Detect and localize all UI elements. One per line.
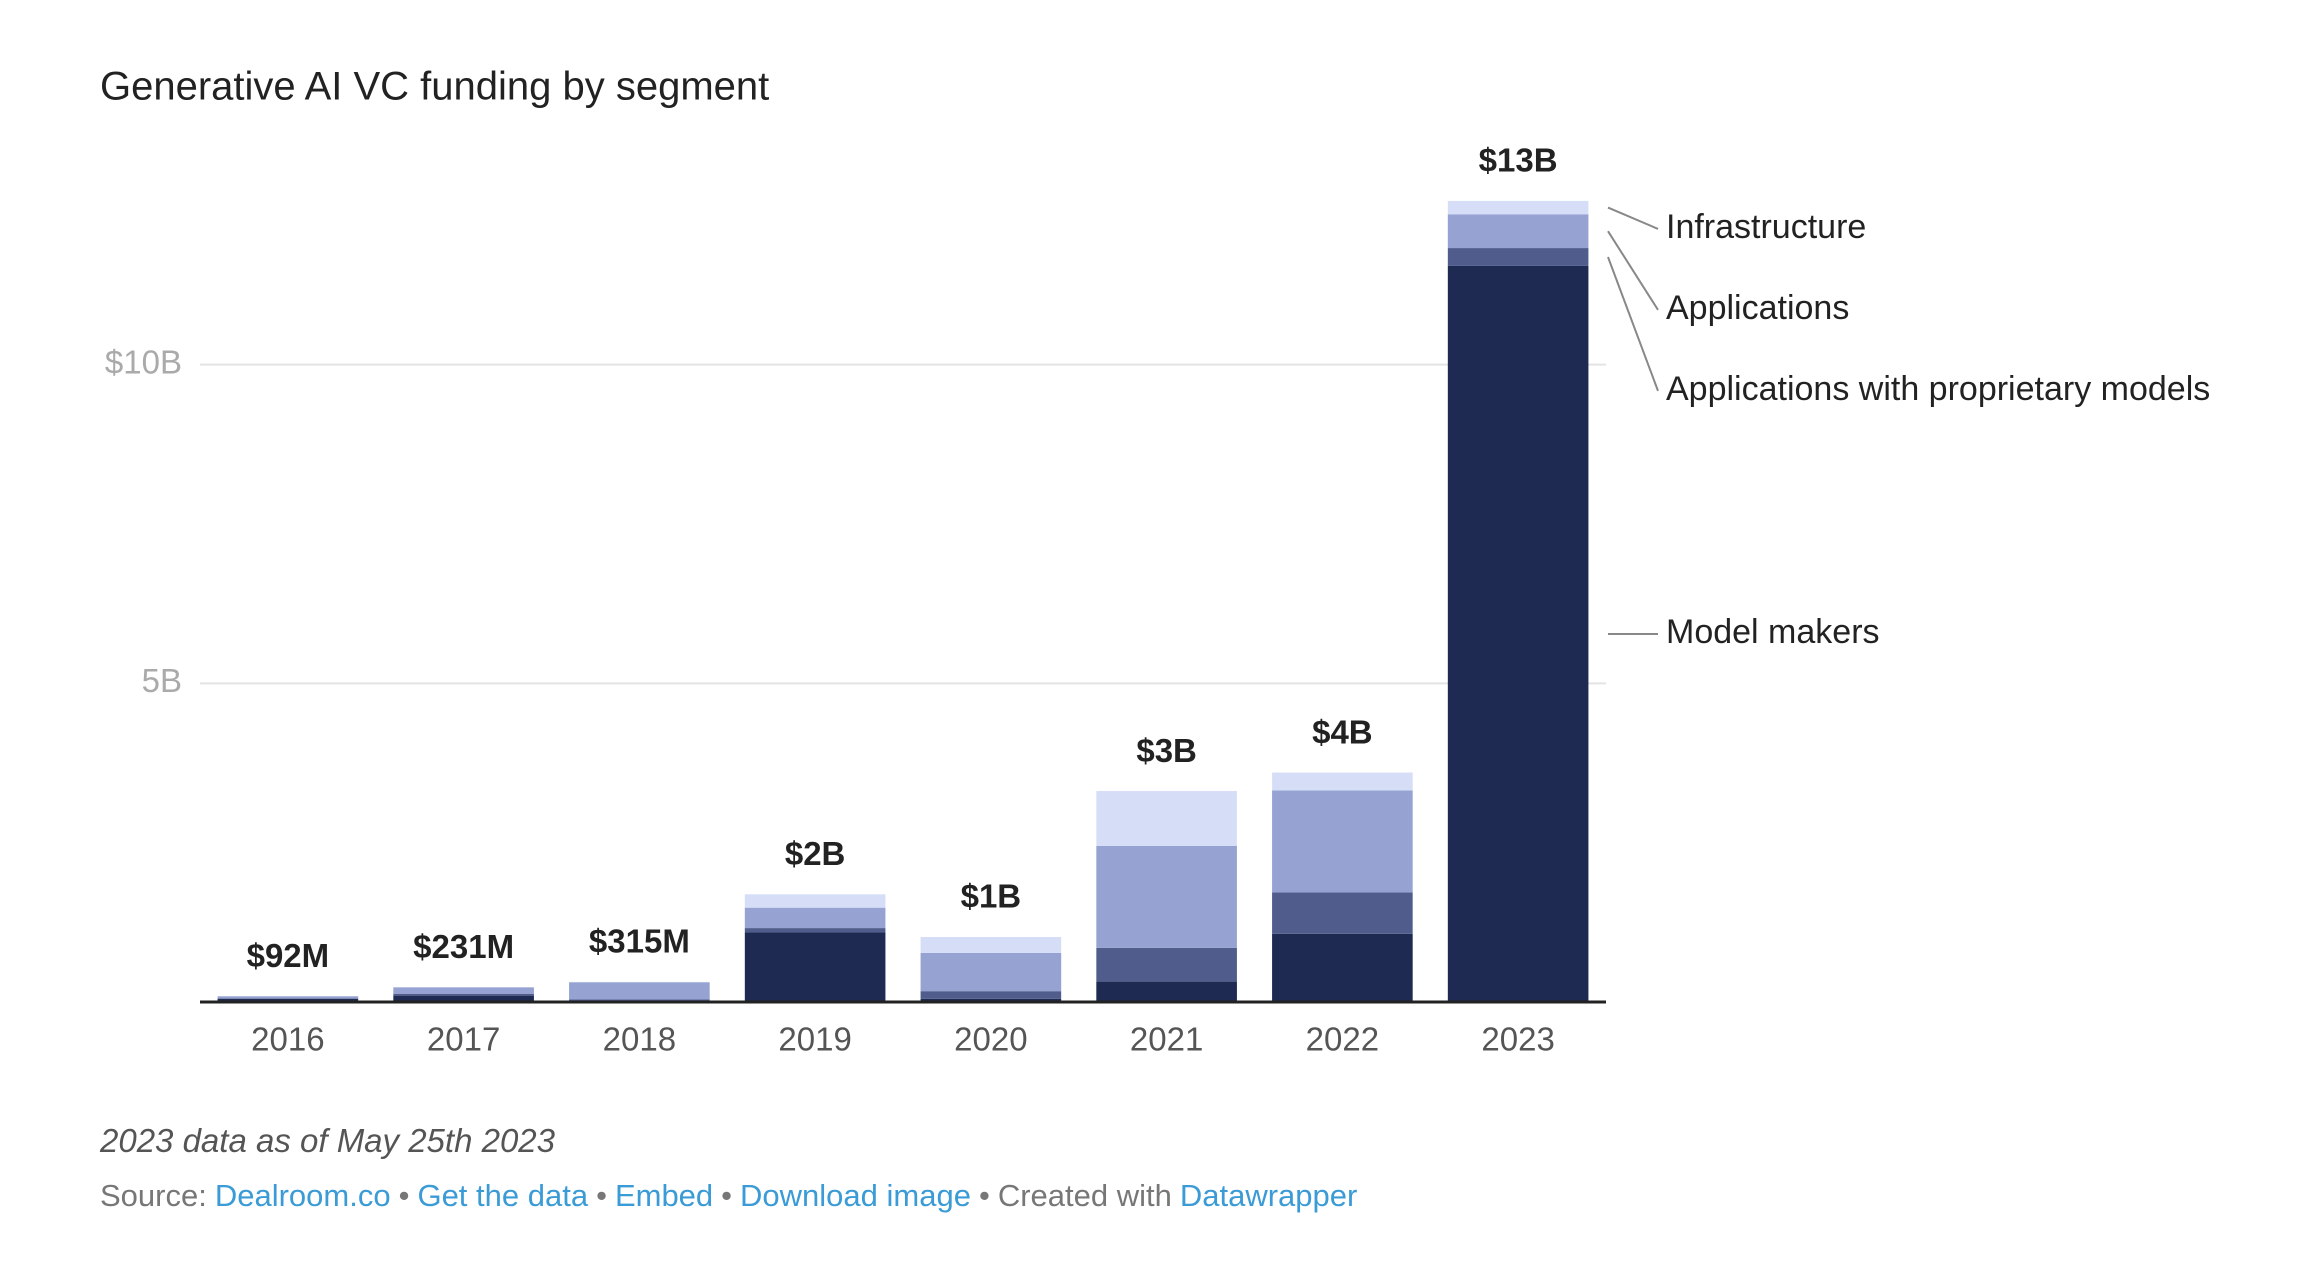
bar-segment xyxy=(920,991,1062,999)
total-label: $1B xyxy=(961,878,1022,915)
bar-segment xyxy=(920,998,1062,1002)
x-tick-label: 2020 xyxy=(954,1021,1027,1058)
chart: Generative AI VC funding by segment 5B $1… xyxy=(100,65,2210,1058)
separator: • xyxy=(596,1178,607,1213)
tool-link[interactable]: Datawrapper xyxy=(1179,1178,1358,1213)
bar-segment xyxy=(920,952,1062,992)
bar-segment xyxy=(744,894,886,908)
legend-label: Infrastructure xyxy=(1666,208,1866,246)
bar-segment xyxy=(1096,791,1237,846)
bar-segment xyxy=(1272,933,1413,1002)
bar-segment xyxy=(217,996,359,999)
legend-connector xyxy=(1607,206,1659,230)
total-label: $4B xyxy=(1312,713,1373,750)
legend-label: Applications with proprietary models xyxy=(1666,370,2210,408)
total-label: $2B xyxy=(785,835,846,872)
legend-label: Model makers xyxy=(1666,613,1880,651)
bar-segment xyxy=(1447,214,1589,249)
total-label: $13B xyxy=(1479,142,1558,179)
bar-segment xyxy=(217,998,359,999)
separator: • xyxy=(398,1178,410,1213)
source-label: Source: xyxy=(100,1178,207,1213)
bar-segment xyxy=(744,907,886,929)
x-tick-label: 2022 xyxy=(1306,1021,1379,1058)
y-tick-label: $10B xyxy=(105,343,182,380)
chart-title: Generative AI VC funding by segment xyxy=(100,65,769,109)
total-label: $92M xyxy=(247,937,330,974)
bar-segment xyxy=(393,993,534,996)
x-tick-label: 2018 xyxy=(603,1021,676,1058)
x-tick-label: 2017 xyxy=(427,1021,500,1058)
created-with: Created with xyxy=(997,1178,1172,1213)
total-label: $231M xyxy=(413,928,514,965)
x-tick-label: 2021 xyxy=(1130,1021,1203,1058)
bar-segment xyxy=(1272,892,1413,934)
x-tick-label: 2016 xyxy=(251,1021,324,1058)
bar-segment xyxy=(1272,790,1413,893)
bar-segment xyxy=(1096,981,1237,1002)
footer: Source: Dealroom.co • Get the data • Embed • Do… xyxy=(100,1178,1357,1214)
y-tick-label: 5B xyxy=(142,662,182,699)
total-label: $315M xyxy=(589,923,690,960)
footer-link[interactable]: Get the data xyxy=(417,1178,589,1213)
bar-segment xyxy=(744,932,886,1002)
x-tick-label: 2023 xyxy=(1481,1021,1554,1058)
legend-connector xyxy=(1607,230,1659,311)
footer-link[interactable]: Dealroom.co xyxy=(214,1178,391,1213)
bar-segment xyxy=(1272,772,1413,791)
total-label: $3B xyxy=(1136,732,1197,769)
bar-segment xyxy=(393,995,534,1002)
legend-connector xyxy=(1607,256,1659,392)
footer-link[interactable]: Download image xyxy=(740,1178,971,1213)
bar-segment xyxy=(920,936,1062,953)
footer-link[interactable]: Embed xyxy=(614,1178,714,1213)
bar-segment xyxy=(1096,845,1237,948)
bar-segment xyxy=(393,987,534,994)
legend-label: Applications xyxy=(1666,289,1849,327)
bar-segment xyxy=(569,999,710,1001)
x-tick-label: 2019 xyxy=(778,1021,851,1058)
bar-segment xyxy=(1447,200,1589,215)
bar-segment xyxy=(217,998,359,1002)
separator: • xyxy=(721,1178,733,1213)
note: 2023 data as of May 25th 2023 xyxy=(100,1122,556,1159)
separator: • xyxy=(978,1178,990,1213)
bar-segment xyxy=(1096,947,1237,982)
bar-segment xyxy=(744,928,886,933)
bar-segment xyxy=(569,982,710,1000)
bar-segment xyxy=(1447,248,1589,266)
bar-segment xyxy=(1447,265,1589,1003)
